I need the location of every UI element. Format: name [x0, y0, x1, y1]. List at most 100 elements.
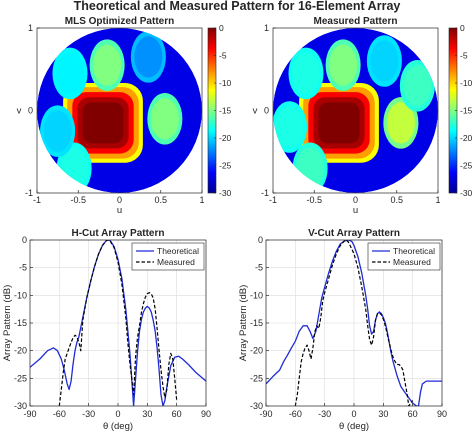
- colorbar-tick-label: 0: [460, 23, 465, 33]
- series-theoretical: [266, 240, 442, 406]
- y-axis-label: v: [253, 106, 258, 117]
- y-tick-label: 1: [28, 23, 33, 33]
- y-tick-label: -20: [250, 346, 263, 356]
- legend-label: Theoretical: [157, 246, 199, 256]
- x-tick-label: 90: [201, 409, 211, 419]
- y-tick-label: -1: [25, 188, 33, 198]
- heatmap-title: Measured Pattern: [314, 16, 398, 27]
- colorbar-tick-label: -10: [460, 78, 473, 88]
- x-tick-label: -30: [82, 409, 95, 419]
- heatmap-panel-1: MLS Optimized Pattern-1 -0.5 0 0.5 1-101uv0-…: [17, 16, 232, 216]
- colorbar-tick-label: -20: [219, 133, 232, 143]
- sidelobe: [55, 52, 85, 94]
- y-tick-label: 0: [22, 235, 27, 245]
- legend-box: [131, 242, 205, 271]
- colorbar-tick-label: -5: [219, 51, 227, 61]
- x-tick-label: -0.5: [306, 195, 322, 205]
- y-tick-label: -30: [14, 401, 27, 411]
- y-tick-label: -10: [14, 290, 27, 300]
- colorbar-tick-label: -25: [460, 161, 473, 171]
- x-tick-label: -90: [23, 409, 36, 419]
- y-tick-label: 0: [258, 235, 263, 245]
- y-tick-label: -15: [14, 318, 27, 328]
- x-tick-label: 0: [117, 195, 122, 205]
- series-measured: [294, 240, 414, 406]
- x-tick-label: 0: [353, 195, 358, 205]
- y-tick-label: -5: [255, 263, 263, 273]
- x-tick-label: 1: [435, 195, 440, 205]
- heatmap-field: [273, 28, 438, 193]
- colorbar-tick-label: -10: [219, 78, 232, 88]
- y-axis-label: Array Pattern (dB): [2, 285, 13, 362]
- x-axis-label: θ (deg): [339, 421, 369, 432]
- sidelobe: [275, 106, 304, 148]
- y-tick-label: -20: [14, 346, 27, 356]
- main-beam-ring-5: [82, 102, 124, 144]
- x-tick-label: -90: [259, 409, 272, 419]
- x-tick-label: -30: [318, 409, 331, 419]
- x-tick-label: 30: [378, 409, 388, 419]
- y-tick-label: -1: [261, 188, 269, 198]
- x-tick-label: 60: [172, 409, 182, 419]
- legend-label: Measured: [157, 257, 195, 267]
- x-axis-label: u: [353, 205, 358, 216]
- y-tick-label: -30: [250, 401, 263, 411]
- y-tick-label: -25: [14, 373, 27, 383]
- y-tick-label: -15: [250, 318, 263, 328]
- x-tick-label: -1: [269, 195, 277, 205]
- sidelobe: [296, 147, 325, 189]
- x-tick-label: 0.5: [390, 195, 403, 205]
- series-theoretical: [30, 240, 206, 406]
- x-tick-label: -0.5: [70, 195, 86, 205]
- sidelobe: [150, 98, 179, 140]
- legend-label: Theoretical: [393, 246, 435, 256]
- y-tick-label: -5: [19, 263, 27, 273]
- y-tick-label: 0: [264, 106, 269, 116]
- line-chart-title: V-Cut Array Pattern: [308, 228, 400, 239]
- x-tick-label: 30: [142, 409, 152, 419]
- line-panel-2: V-Cut Array Pattern -90 -60 -30 0 30 60 90 0 -5 -1…: [238, 228, 447, 432]
- x-tick-label: 0: [351, 409, 356, 419]
- sidelobe: [291, 52, 321, 94]
- sidelobe: [134, 36, 163, 78]
- heatmap-panel-2: Measured Pattern-1 -0.5 0 0.5 1-101uv0-5-10-…: [253, 16, 473, 216]
- y-axis-label: v: [17, 106, 22, 117]
- y-tick-label: 0: [28, 106, 33, 116]
- x-tick-label: 0.5: [154, 195, 167, 205]
- x-tick-label: 0: [115, 409, 120, 419]
- sidelobe: [93, 44, 122, 86]
- colorbar-tick-label: -15: [460, 106, 473, 116]
- colorbar-tick-label: -5: [460, 51, 468, 61]
- sidelobe: [329, 44, 358, 86]
- sidelobe: [43, 110, 72, 152]
- figure-title: Theoretical and Measured Pattern for 16-…: [74, 0, 401, 13]
- colorbar-tick-label: -20: [460, 133, 473, 143]
- x-axis-label: u: [117, 205, 122, 216]
- sidelobe: [403, 65, 432, 107]
- x-tick-label: 1: [199, 195, 204, 205]
- y-tick-label: 1: [264, 23, 269, 33]
- y-tick-label: -10: [250, 290, 263, 300]
- x-axis-label: θ (deg): [103, 421, 133, 432]
- sidelobe: [370, 40, 399, 82]
- x-tick-label: 60: [408, 409, 418, 419]
- x-tick-label: 90: [437, 409, 447, 419]
- series-measured: [58, 240, 178, 406]
- line-chart-title: H-Cut Array Pattern: [72, 228, 165, 239]
- series-group: [30, 240, 206, 406]
- x-tick-label: -1: [33, 195, 41, 205]
- colorbar-tick-label: -30: [460, 188, 473, 198]
- main-beam-ring-5: [318, 102, 360, 144]
- sidelobe: [386, 102, 415, 144]
- heatmap-title: MLS Optimized Pattern: [65, 16, 174, 27]
- line-panel-1: H-Cut Array Pattern -90 -60 -30 0 30 60 90 0 -5 -1…: [2, 228, 211, 432]
- series-group: [266, 240, 442, 406]
- y-tick-label: -25: [250, 373, 263, 383]
- colorbar-tick-label: -15: [219, 106, 232, 116]
- colorbar-tick-label: 0: [219, 23, 224, 33]
- heatmap-field: [37, 28, 202, 193]
- colorbar-tick-label: -25: [219, 161, 232, 171]
